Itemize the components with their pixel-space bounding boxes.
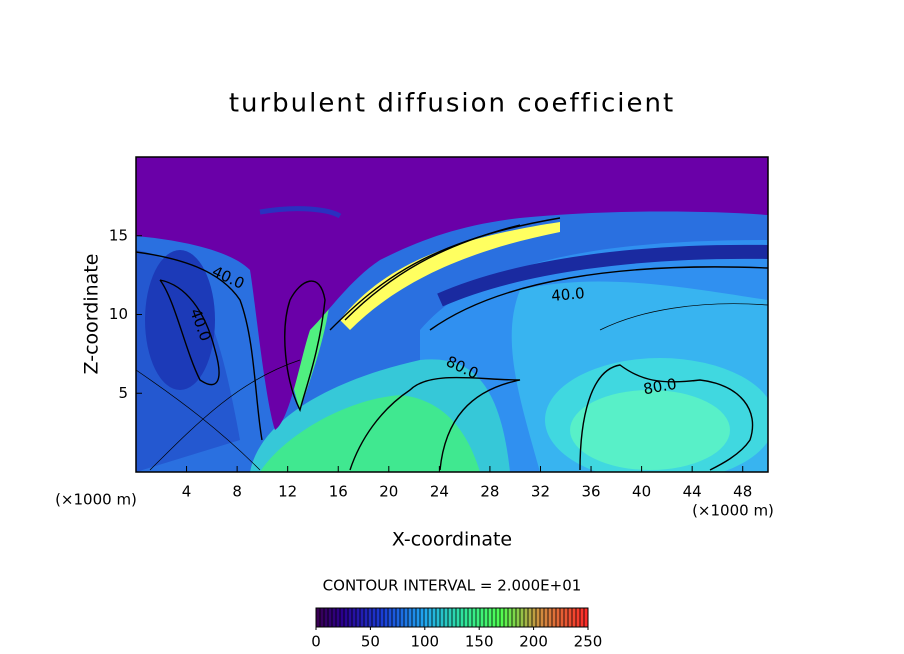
x-unit-label: (×1000 m) — [55, 491, 137, 509]
x-tick-label: 32 — [531, 483, 550, 501]
colorbar-tick-label: 250 — [574, 633, 603, 651]
x-tick-label: 12 — [278, 483, 297, 501]
x-tick-label: 48 — [733, 483, 752, 501]
contour-interval: CONTOUR INTERVAL = 2.000E+01 — [323, 577, 582, 595]
x-tick-label: 4 — [182, 483, 192, 501]
chart-title: turbulent diffusion coefficient — [229, 89, 675, 119]
x-tick-label: 36 — [581, 483, 600, 501]
colorbar-tick-label: 0 — [311, 633, 321, 651]
contour-field — [136, 157, 768, 472]
y-tick-label: 5 — [118, 384, 128, 402]
colorbar-tick-label: 100 — [410, 633, 439, 651]
y-tick-label: 15 — [109, 226, 128, 244]
x-axis-label: X-coordinate — [392, 529, 512, 551]
x-tick-label: 24 — [430, 483, 449, 501]
y-axis-label: Z-coordinate — [81, 254, 103, 375]
x-tick-label: 20 — [379, 483, 398, 501]
contour-label: 80.0 — [642, 375, 678, 399]
x-tick-label: 40 — [632, 483, 651, 501]
contour-label: 40.0 — [551, 284, 586, 305]
x-tick-label: 28 — [480, 483, 499, 501]
x-tick-label: 44 — [683, 483, 702, 501]
x-tick-label: 16 — [329, 483, 348, 501]
colorbar-tick-label: 150 — [465, 633, 494, 651]
colorbar-tick-label: 50 — [361, 633, 380, 651]
y-tick-label: 10 — [109, 305, 128, 323]
colorbar-tick-label: 200 — [519, 633, 548, 651]
x-tick-label: 8 — [232, 483, 242, 501]
x-unit-label: (×1000 m) — [692, 502, 774, 520]
